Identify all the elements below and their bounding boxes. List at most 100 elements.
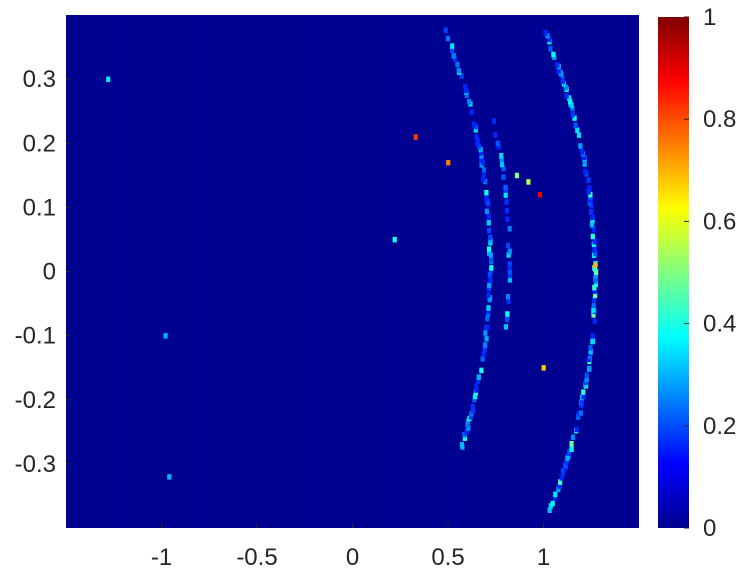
inner-branch-cell xyxy=(463,87,468,93)
grid-stripe xyxy=(535,15,537,528)
grid-stripe xyxy=(108,15,110,528)
grid-stripe xyxy=(184,15,186,528)
isolated-point-cell xyxy=(392,236,397,243)
grid-stripe xyxy=(444,15,446,528)
outer-branch-cell xyxy=(550,500,555,507)
grid-stripe xyxy=(585,15,587,528)
grid-stripe xyxy=(180,15,182,528)
heatmap-cells xyxy=(106,27,599,513)
inner-branch-cell xyxy=(488,268,494,274)
grid-stripe xyxy=(482,15,484,528)
outer-branch-cell xyxy=(590,217,595,223)
inner-branch-cell xyxy=(450,43,455,49)
grid-stripe xyxy=(299,15,301,528)
grid-stripe xyxy=(570,15,572,528)
grid-stripe xyxy=(436,15,438,528)
grid-stripe xyxy=(604,15,606,528)
outer-branch-cell xyxy=(567,95,572,101)
grid-stripe xyxy=(199,15,201,528)
y-tick-label: 0.2 xyxy=(23,130,56,157)
outer-branch-cell xyxy=(575,127,580,134)
inner-branch-cell xyxy=(462,435,468,441)
outer-branch-cell xyxy=(558,479,563,485)
grid-stripe xyxy=(146,15,148,528)
outer-branch-cell xyxy=(587,200,592,206)
inner-branch-cell xyxy=(473,127,478,133)
outer-branch-cell xyxy=(545,33,550,39)
grid-stripe xyxy=(241,15,243,528)
outer-branch-cell xyxy=(548,45,553,52)
inner-branch-cell xyxy=(486,305,491,311)
middle-branch-cell xyxy=(499,161,505,168)
outer-branch-cell xyxy=(560,76,566,82)
inner-branch-cell xyxy=(451,53,456,59)
grid-stripe xyxy=(127,15,129,528)
grid-stripe xyxy=(153,15,155,528)
grid-stripe xyxy=(383,15,385,528)
middle-branch-cell xyxy=(504,199,509,205)
colorbar-tick-label: 0.8 xyxy=(703,106,736,133)
outer-branch-cell xyxy=(586,177,591,183)
inner-branch-cell xyxy=(488,277,493,284)
inner-branch-cell xyxy=(455,61,460,68)
grid-stripe xyxy=(405,15,407,528)
inner-branch-cell xyxy=(484,189,489,196)
outer-branch-cell xyxy=(587,185,592,191)
grid-stripe xyxy=(512,15,514,528)
grid-stripe xyxy=(341,15,343,528)
grid-stripe xyxy=(348,15,350,528)
grid-stripe xyxy=(234,15,236,528)
isolated-point-cell xyxy=(163,333,168,339)
inner-branch-cell xyxy=(462,431,467,438)
grid-stripe xyxy=(524,15,526,528)
middle-branch-cell xyxy=(505,316,510,323)
inner-branch-cell xyxy=(475,378,481,385)
y-tick-label: 0.1 xyxy=(23,194,56,221)
grid-stripe xyxy=(310,15,312,528)
x-tick-label: 1 xyxy=(537,544,550,571)
colorbar-tick-label: 0.6 xyxy=(703,208,736,235)
outer-branch-cell xyxy=(570,111,575,118)
inner-branch-cell xyxy=(481,176,486,183)
middle-branch-cell xyxy=(495,140,500,147)
outer-branch-cell xyxy=(583,379,589,385)
inner-branch-cell xyxy=(470,404,475,410)
outer-branch-cell xyxy=(592,284,597,291)
outer-branch-cell xyxy=(566,453,571,460)
grid-stripe xyxy=(543,15,545,528)
inner-branch-cell xyxy=(474,383,479,390)
inner-branch-cell xyxy=(484,335,489,342)
outer-branch-cell xyxy=(590,338,596,344)
outer-branch-cell xyxy=(546,36,552,42)
grid-stripe xyxy=(612,15,614,528)
grid-stripe xyxy=(520,15,522,528)
grid-stripe xyxy=(600,15,602,528)
inner-branch-cell xyxy=(484,195,489,202)
grid-stripe xyxy=(272,15,274,528)
grid-stripe xyxy=(245,15,247,528)
grid-stripe xyxy=(474,15,476,528)
grid-stripe xyxy=(486,15,488,528)
outer-branch-cell xyxy=(588,348,593,355)
grid-stripe xyxy=(88,15,90,528)
outer-branch-cell xyxy=(592,238,598,244)
outer-branch-cell xyxy=(564,93,569,99)
inner-branch-cell xyxy=(478,146,483,153)
grid-stripe xyxy=(425,15,427,528)
grid-stripe xyxy=(501,15,503,528)
inner-branch-cell xyxy=(481,173,486,180)
outer-branch-cell xyxy=(591,226,596,233)
inner-branch-cell xyxy=(471,121,477,128)
grid-stripe xyxy=(566,15,568,528)
outer-branch-cell xyxy=(556,486,561,493)
inner-branch-cell xyxy=(488,234,493,241)
grid-stripe xyxy=(344,15,346,528)
inner-branch-cell xyxy=(487,282,492,288)
inner-branch-cell xyxy=(481,351,486,358)
grid-stripe xyxy=(459,15,461,528)
grid-stripe xyxy=(92,15,94,528)
outer-branch-cell xyxy=(556,68,561,74)
grid-stripe xyxy=(421,15,423,528)
middle-branch-cell xyxy=(499,156,504,163)
x-axis-ticks: -1 -0.5 0 0.5 1 xyxy=(151,523,550,571)
